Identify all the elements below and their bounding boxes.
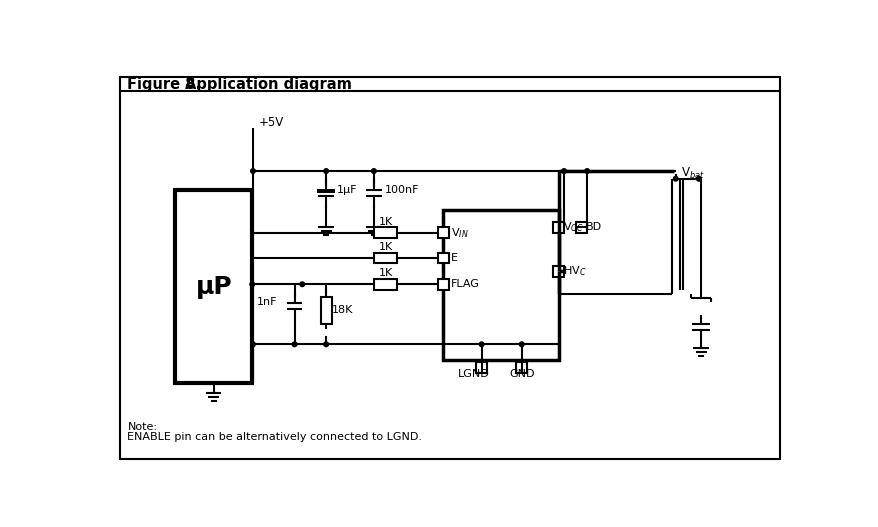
Text: ENABLE pin can be alternatively connected to LGND.: ENABLE pin can be alternatively connecte…	[127, 433, 422, 443]
Text: V$_{IN}$: V$_{IN}$	[450, 226, 468, 240]
Text: BD: BD	[585, 222, 601, 232]
Text: HV$_C$: HV$_C$	[562, 264, 586, 278]
Bar	[320, 297, 331, 324]
Bar	[317, 189, 335, 193]
Circle shape	[519, 342, 523, 347]
Text: GND: GND	[508, 368, 534, 378]
Bar	[373, 279, 397, 290]
Text: 1K: 1K	[378, 242, 393, 252]
Bar	[552, 266, 564, 277]
Text: +5V: +5V	[258, 116, 284, 129]
Circle shape	[250, 342, 255, 347]
Circle shape	[479, 342, 484, 347]
Circle shape	[673, 177, 677, 181]
Text: V$_{bat}$: V$_{bat}$	[680, 166, 704, 181]
Bar	[515, 362, 527, 373]
Text: 1µF: 1µF	[336, 186, 357, 196]
Circle shape	[249, 282, 255, 287]
Text: µP: µP	[195, 275, 232, 298]
Bar	[552, 222, 564, 232]
Text: 1K: 1K	[378, 268, 393, 278]
Text: 100nF: 100nF	[385, 186, 419, 196]
Circle shape	[323, 169, 328, 173]
Circle shape	[695, 177, 701, 181]
Circle shape	[299, 282, 304, 287]
Circle shape	[584, 169, 589, 173]
Text: E: E	[450, 253, 457, 263]
Circle shape	[291, 342, 297, 347]
Bar	[443, 210, 558, 360]
Text: LGND: LGND	[457, 368, 489, 378]
Text: 1K: 1K	[378, 217, 393, 227]
Bar	[476, 362, 486, 373]
Bar	[437, 252, 448, 264]
Text: FLAG: FLAG	[450, 279, 479, 289]
Text: 1nF: 1nF	[256, 297, 277, 307]
Text: Note:: Note:	[127, 422, 157, 432]
Bar	[373, 252, 397, 264]
Bar	[175, 190, 252, 383]
Text: 18K: 18K	[332, 305, 353, 315]
Bar	[437, 279, 448, 290]
Circle shape	[371, 169, 376, 173]
Bar	[373, 227, 397, 238]
Text: Application diagram: Application diagram	[185, 76, 352, 92]
Circle shape	[250, 169, 255, 173]
Text: Figure 8.: Figure 8.	[127, 76, 201, 92]
Text: V$_{CC}$: V$_{CC}$	[562, 220, 582, 234]
Circle shape	[323, 342, 328, 347]
Bar	[437, 227, 448, 238]
Bar	[576, 222, 587, 232]
Circle shape	[561, 169, 565, 173]
